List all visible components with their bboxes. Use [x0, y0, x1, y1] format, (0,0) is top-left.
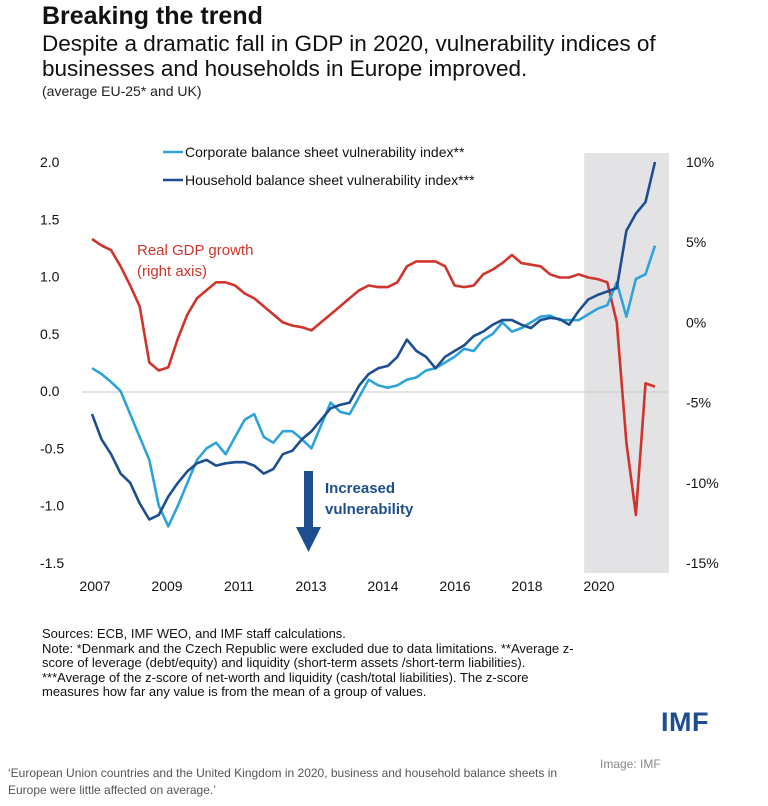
- left-tick-label: -1.0: [40, 498, 64, 514]
- note-line-2: score of leverage (debt/equity) and liqu…: [42, 656, 722, 671]
- gdp-annotation-line2: (right axis): [137, 263, 207, 280]
- sources-line: Sources: ECB, IMF WEO, and IMF staff cal…: [42, 627, 722, 642]
- line-chart: 2.0 1.5 1.0 0.5 0.0 -0.5 -1.0 -1.5 10% 5% 0% -5% -1…: [0, 0, 768, 620]
- image-credit: Image: IMF: [600, 757, 661, 771]
- x-tick-label: 2014: [367, 578, 398, 594]
- right-tick-label: -15%: [686, 555, 719, 571]
- x-tick-label: 2020: [583, 578, 614, 594]
- note-line-1: Note: *Denmark and the Czech Republic we…: [42, 642, 722, 657]
- right-tick-label: 10%: [686, 154, 714, 170]
- right-tick-label: -5%: [686, 395, 711, 411]
- imf-logo: IMF: [661, 707, 709, 738]
- x-tick-label: 2009: [151, 578, 182, 594]
- right-axis-ticks: 10% 5% 0% -5% -10% -15%: [686, 154, 719, 571]
- left-tick-label: 2.0: [40, 154, 60, 170]
- image-caption: ‘European Union countries and the United…: [8, 765, 568, 799]
- note-line-3: ***Average of the z-score of net-worth a…: [42, 671, 722, 686]
- x-tick-label: 2016: [439, 578, 470, 594]
- right-tick-label: 0%: [686, 314, 706, 330]
- left-tick-label: 1.5: [40, 211, 60, 227]
- gdp-annotation-line1: Real GDP growth: [137, 242, 253, 259]
- shaded-period-2020: [584, 153, 669, 573]
- left-tick-label: -1.5: [40, 555, 64, 571]
- right-tick-label: -10%: [686, 475, 719, 491]
- x-tick-label: 2011: [224, 578, 254, 594]
- x-tick-label: 2013: [295, 578, 326, 594]
- legend-label-corporate: Corporate balance sheet vulnerability in…: [185, 144, 465, 160]
- left-axis-ticks: 2.0 1.5 1.0 0.5 0.0 -0.5 -1.0 -1.5: [40, 154, 64, 571]
- vulnerability-annotation-line1: Increased: [325, 480, 395, 497]
- right-tick-label: 5%: [686, 234, 706, 250]
- vulnerability-annotation-line2: vulnerability: [325, 501, 414, 518]
- x-tick-label: 2007: [79, 578, 110, 594]
- note-line-4: measures how far any value is from the m…: [42, 685, 722, 700]
- x-axis-ticks: 2007 2009 2011 2013 2014 2016 2018 2020: [79, 578, 614, 594]
- left-tick-label: 1.0: [40, 269, 60, 285]
- down-arrow-icon: [296, 471, 321, 552]
- sources-notes: Sources: ECB, IMF WEO, and IMF staff cal…: [42, 627, 722, 700]
- series-real-gdp-growth: [92, 239, 655, 515]
- left-tick-label: 0.5: [40, 326, 60, 342]
- left-tick-label: -0.5: [40, 440, 64, 456]
- x-tick-label: 2018: [511, 578, 542, 594]
- legend-label-household: Household balance sheet vulnerability in…: [185, 172, 475, 188]
- left-tick-label: 0.0: [40, 383, 60, 399]
